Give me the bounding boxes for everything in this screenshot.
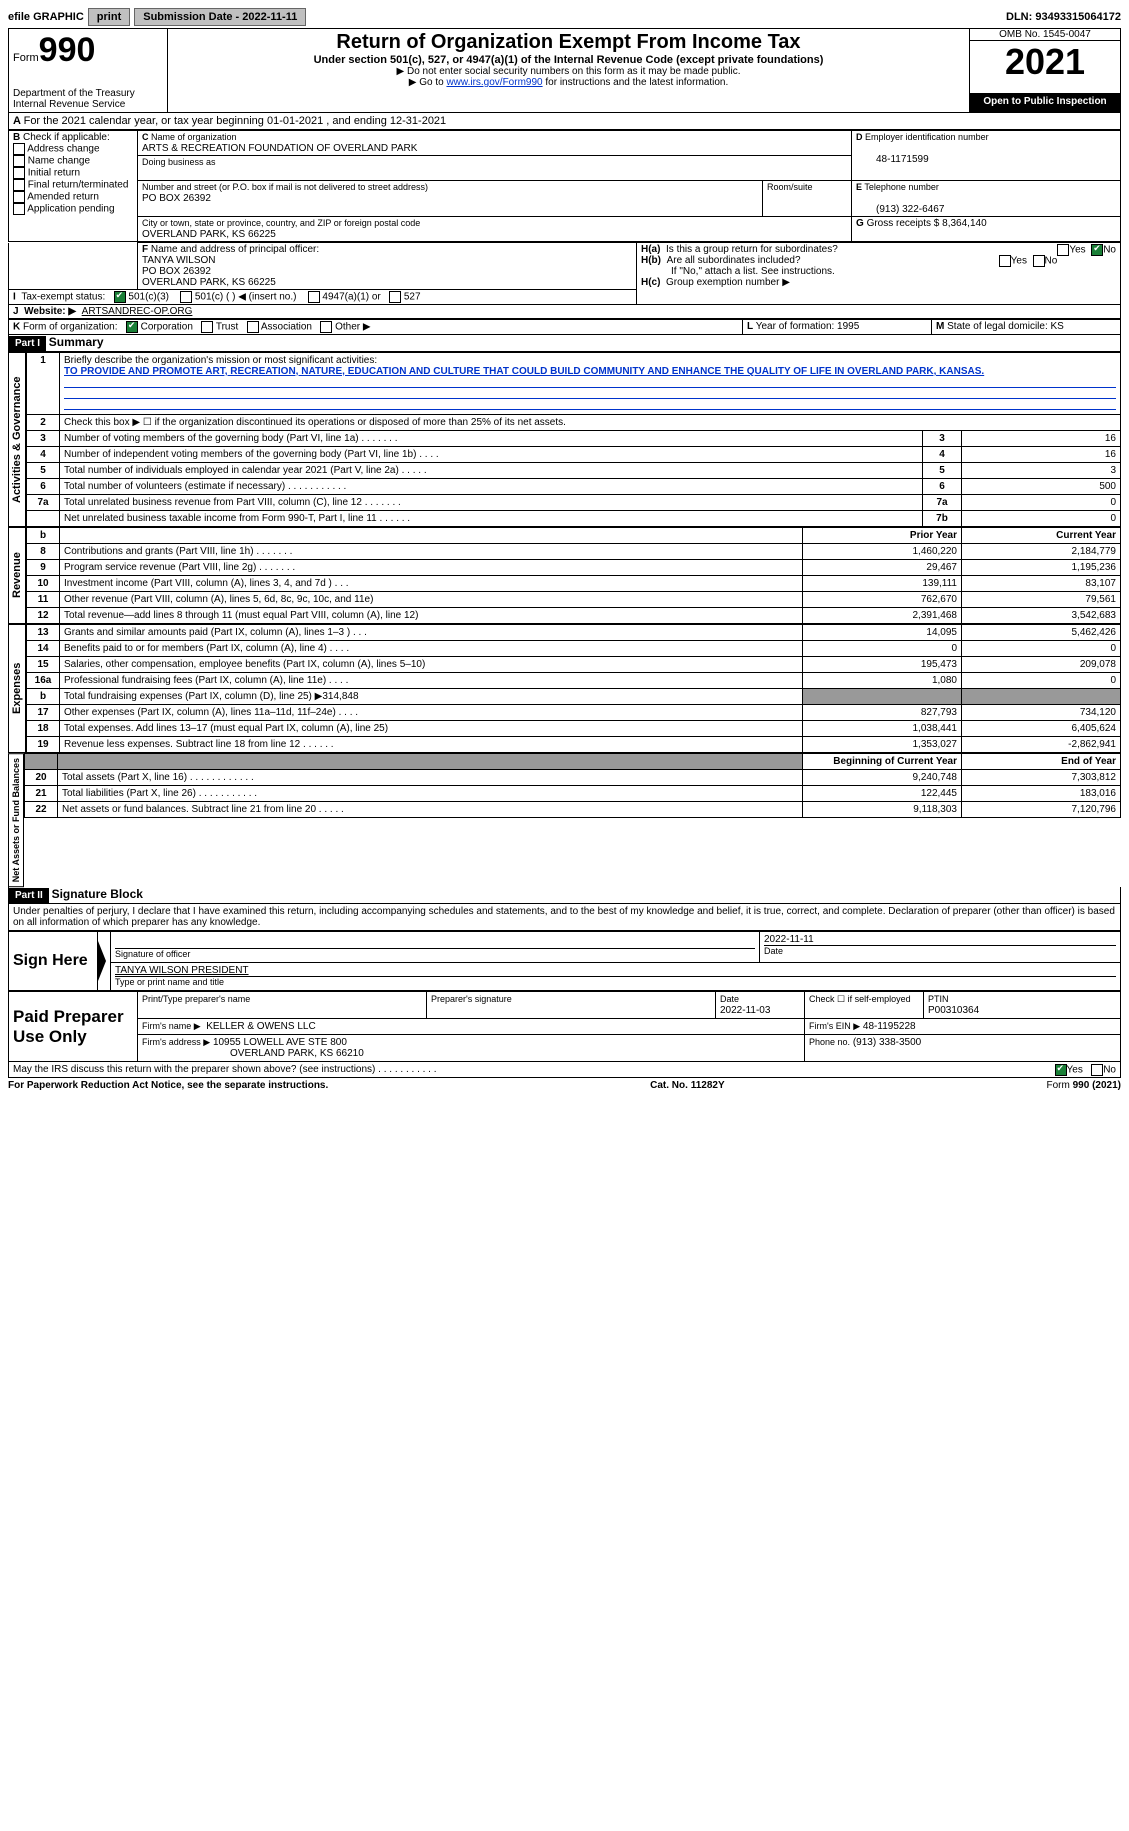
h-b-yes[interactable] (999, 255, 1011, 267)
netassets-section: Beginning of Current Year End of Year 20… (24, 753, 1121, 818)
print-button[interactable]: print (88, 8, 130, 26)
form-title: Return of Organization Exempt From Incom… (172, 31, 965, 54)
form-990-logo: Form990 (13, 31, 163, 70)
check-final-return[interactable] (13, 179, 25, 191)
h-b-no[interactable] (1033, 255, 1045, 267)
dln-label: DLN: 93493315064172 (1006, 11, 1121, 23)
officer-name-title: TANYA WILSON PRESIDENT (115, 965, 249, 976)
efile-label: efile GRAPHIC (8, 11, 84, 23)
check-corp[interactable] (126, 321, 138, 333)
check-amended[interactable] (13, 191, 25, 203)
check-trust[interactable] (201, 321, 213, 333)
paid-preparer-block: Paid Preparer Use Only Print/Type prepar… (8, 991, 1121, 1062)
street-address: PO BOX 26392 (142, 193, 211, 204)
irs-link-line: ▶ Go to www.irs.gov/Form990 for instruct… (172, 77, 965, 88)
city-state-zip: OVERLAND PARK, KS 66225 (142, 229, 276, 240)
firm-addr1: 10955 LOWELL AVE STE 800 (213, 1037, 347, 1048)
discuss-no[interactable] (1091, 1064, 1103, 1076)
org-name: ARTS & RECREATION FOUNDATION OF OVERLAND… (142, 143, 417, 154)
side-activities: Activities & Governance (8, 352, 26, 527)
period-line: A For the 2021 calendar year, or tax yea… (8, 113, 1121, 130)
row-k: K Form of organization: Corporation Trus… (8, 319, 1121, 335)
check-address-change[interactable] (13, 143, 25, 155)
discuss-yes[interactable] (1055, 1064, 1067, 1076)
entity-info: B Check if applicable: Address change Na… (8, 130, 1121, 242)
line-2-text: Check this box ▶ ☐ if the organization d… (60, 415, 1121, 431)
check-501c3[interactable] (114, 291, 126, 303)
self-employed-check[interactable]: Check ☐ if self-employed (809, 994, 911, 1004)
check-other[interactable] (320, 321, 332, 333)
mission-text: TO PROVIDE AND PROMOTE ART, RECREATION, … (64, 366, 984, 377)
page-footer: For Paperwork Reduction Act Notice, see … (8, 1080, 1121, 1091)
submission-date-button[interactable]: Submission Date - 2022-11-11 (134, 8, 306, 26)
irs-link[interactable]: www.irs.gov/Form990 (446, 77, 542, 88)
ssn-notice: ▶ Do not enter social security numbers o… (172, 66, 965, 77)
check-527[interactable] (389, 291, 401, 303)
website-value: ARTSANDREC-OP.ORG (82, 306, 193, 317)
officer-name: TANYA WILSON (142, 255, 216, 266)
check-501c[interactable] (180, 291, 192, 303)
preparer-date: 2022-11-03 (720, 1005, 770, 1016)
check-assoc[interactable] (247, 321, 259, 333)
part-ii-title: Signature Block (52, 887, 143, 901)
state-domicile: State of legal domicile: KS (947, 321, 1064, 332)
form-subtitle: Under section 501(c), 527, or 4947(a)(1)… (172, 54, 965, 66)
expenses-section: 13Grants and similar amounts paid (Part … (26, 624, 1121, 753)
firm-name: KELLER & OWENS LLC (206, 1021, 315, 1032)
part-i-title: Summary (49, 335, 104, 349)
h-a-yes[interactable] (1057, 244, 1069, 256)
firm-addr2: OVERLAND PARK, KS 66210 (142, 1048, 364, 1059)
check-app-pending[interactable] (13, 203, 25, 215)
governance-section: 1 Briefly describe the organization's mi… (26, 352, 1121, 527)
year-formation: Year of formation: 1995 (756, 321, 860, 332)
ptin-value: P00310364 (928, 1005, 979, 1016)
firm-phone: (913) 338-3500 (853, 1037, 921, 1048)
discuss-row: May the IRS discuss this return with the… (8, 1062, 1121, 1078)
side-revenue: Revenue (8, 527, 26, 624)
side-netassets: Net Assets or Fund Balances (8, 753, 24, 887)
penalties-text: Under penalties of perjury, I declare th… (8, 904, 1121, 931)
ein-value: 48-1171599 (856, 154, 929, 165)
officer-group: F Name and address of principal officer:… (8, 242, 1121, 319)
top-toolbar: efile GRAPHIC print Submission Date - 20… (8, 8, 1121, 26)
gross-receipts: 8,364,140 (942, 218, 987, 229)
part-i-header: Part I (9, 336, 46, 351)
tax-year: 2021 (970, 41, 1120, 83)
firm-ein: 48-1195228 (863, 1021, 916, 1032)
revenue-section: b Prior Year Current Year 8Contributions… (26, 527, 1121, 624)
omb-number: OMB No. 1545-0047 (970, 29, 1120, 41)
treasury-label: Department of the TreasuryInternal Reven… (13, 88, 163, 110)
telephone-value: (913) 322-6467 (856, 204, 944, 215)
check-name-change[interactable] (13, 155, 25, 167)
sign-here-label: Sign Here (13, 952, 88, 969)
form-header: Form990 Department of the TreasuryIntern… (8, 28, 1121, 113)
open-to-public: Open to Public Inspection (970, 94, 1121, 113)
arrow-icon (98, 941, 106, 981)
paid-preparer-label: Paid Preparer Use Only (9, 992, 138, 1062)
sign-date: 2022-11-11 (764, 934, 814, 945)
side-expenses: Expenses (8, 624, 26, 753)
sign-here-block: Sign Here Signature of officer 2022-11-1… (8, 931, 1121, 991)
check-4947[interactable] (308, 291, 320, 303)
part-ii-header: Part II (9, 888, 49, 903)
h-a-no[interactable] (1091, 244, 1103, 256)
check-initial-return[interactable] (13, 167, 25, 179)
